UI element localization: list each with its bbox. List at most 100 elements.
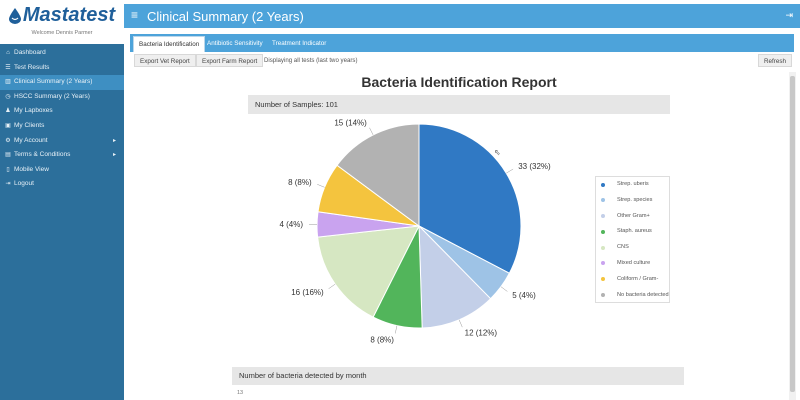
pie-data-label: 16 (16%) (291, 288, 324, 297)
tab-treatment-indicator[interactable]: Treatment Indicator (272, 40, 327, 47)
sidebar-item-label: My Lapboxes (14, 107, 53, 115)
tab-bacteria-identification[interactable]: Bacteria Identification (133, 36, 206, 52)
sidebar-item-dashboard[interactable]: ⌂ Dashboard (0, 46, 124, 61)
report-title: Bacteria Identification Report (361, 74, 557, 90)
legend-label: Strep. species (617, 196, 653, 203)
legend-color-dot (601, 214, 605, 219)
sidebar-item-label: Logout (14, 180, 34, 188)
sidebar-item-my-clients[interactable]: ▣ My Clients (0, 119, 124, 134)
sidebar-item-label: HSCC Summary (2 Years) (14, 92, 90, 100)
pie-data-label: 8 (8%) (370, 335, 394, 344)
mobile-icon: ▯ (6, 166, 10, 173)
legend-color-dot (601, 261, 605, 266)
brand-area: Mastatest Welcome Dennis Parmer (0, 0, 124, 44)
pie-data-label: 33 (32%) (518, 162, 551, 171)
legend-item[interactable]: Coliform / Gram- (596, 272, 669, 288)
chart-icon: ▥ (5, 79, 11, 86)
legend-label: Staph. aureus (617, 228, 652, 235)
droplet-icon (8, 7, 21, 24)
sidebar: Mastatest Welcome Dennis Parmer ⌂ Dashboa… (0, 0, 124, 400)
pie-chart: 33 (32%) 5 (4%) 12 (12%) 8 (8%) 16 (16%) 4 (4… (279, 118, 551, 344)
legend-label: CNS (617, 244, 629, 251)
legend-item[interactable]: Strep. species (596, 193, 669, 209)
legend-color-dot (601, 198, 605, 203)
tab-antibiotic-sensitivity[interactable]: Antibiotic Sensitivity (207, 40, 263, 47)
logout-icon: ⇥ (5, 181, 11, 188)
page-title: Clinical Summary (2 Years) (147, 9, 304, 24)
sidebar-item-my-lapboxes[interactable]: ♟ My Lapboxes (0, 104, 124, 119)
legend-label: Mixed culture (617, 259, 651, 266)
sidebar-item-label: My Clients (14, 121, 45, 129)
pie-label-connector (500, 286, 508, 292)
sidebar-item-label: Clinical Summary (2 Years) (14, 78, 93, 86)
chevron-right-icon: ▸ (112, 152, 116, 159)
samples-count: Number of Samples: 101 (248, 95, 670, 114)
welcome-text: Welcome Dennis Parmer (31, 30, 93, 36)
home-icon: ⌂ (6, 50, 10, 56)
month-chart-axis-tick: 13 (237, 390, 244, 396)
scrollbar-thumb[interactable] (790, 76, 795, 392)
pie-slice[interactable] (317, 225, 420, 318)
pie-label-connector (317, 184, 325, 188)
legend-label: Coliform / Gram- (617, 275, 659, 282)
hamburger-icon[interactable]: ≡ (131, 8, 139, 22)
pie-label-connector (369, 127, 374, 136)
export-vet-report-button[interactable]: Export Vet Report (134, 54, 196, 67)
list-icon: ☰ (5, 64, 11, 71)
legend-item[interactable]: Mixed culture (596, 256, 669, 272)
sidebar-item-terms-conditions[interactable]: ▤ Terms & Conditions ▸ (0, 148, 124, 163)
tab-bar: Bacteria Identification Antibiotic Sensi… (130, 34, 794, 52)
export-farm-report-button[interactable]: Export Farm Report (196, 54, 264, 67)
sidebar-item-hscc-summary-2-years[interactable]: ◷ HSCC Summary (2 Years) (0, 90, 124, 105)
book-icon: ▤ (5, 152, 11, 159)
gear-icon: ⚙ (5, 137, 11, 144)
sidebar-item-test-results[interactable]: ☰ Test Results (0, 61, 124, 76)
display-note: Displaying all tests (last two years) (264, 57, 358, 64)
legend-label: Other Gram+ (617, 212, 650, 219)
sidebar-item-logout[interactable]: ⇥ Logout (0, 177, 124, 192)
pie-label-connector (328, 283, 336, 289)
pie-label-connector (506, 168, 514, 174)
refresh-button[interactable]: Refresh (758, 54, 793, 67)
sidebar-item-label: Mobile View (14, 165, 49, 173)
header-bar: ≡ Clinical Summary (2 Years) ⇥ (124, 4, 800, 28)
pie-slice[interactable] (418, 123, 522, 274)
logo[interactable]: Mastatest (0, 4, 124, 27)
pie-data-label: 4 (4%) (279, 220, 303, 229)
legend-color-dot (601, 245, 605, 250)
pie-data-label: 8 (8%) (288, 178, 312, 187)
sidebar-item-label: Dashboard (14, 49, 46, 56)
sidebar-item-label: My Account (14, 136, 48, 144)
chevron-right-icon: ▸ (112, 137, 116, 144)
sidebar-item-label: Test Results (14, 63, 50, 71)
chart-legend: Strep. uberis Strep. species Other Gram+ St… (595, 176, 670, 303)
legend-color-dot (601, 182, 605, 187)
sidebar-item-my-account[interactable]: ⚙ My Account ▸ (0, 134, 124, 149)
exit-icon[interactable]: ⇥ (785, 10, 793, 20)
legend-color-dot (601, 229, 605, 234)
legend-item[interactable]: No bacteria detected (596, 288, 669, 304)
sidebar-item-clinical-summary-2-years[interactable]: ▥ Clinical Summary (2 Years) (0, 75, 124, 90)
legend-label: No bacteria detected (617, 291, 669, 298)
clock-icon: ◷ (5, 93, 11, 100)
page-scrollbar[interactable] (789, 72, 796, 400)
legend-color-dot (601, 277, 605, 282)
pie-data-label: 15 (14%) (334, 118, 367, 127)
month-chart-title: Number of bacteria detected by month (232, 367, 684, 385)
sidebar-nav: ⌂ Dashboard ☰ Test Results ▥ Clinical Summary… (0, 46, 124, 192)
legend-color-dot (601, 293, 605, 298)
legend-item[interactable]: CNS (596, 240, 669, 256)
pie-label-connector (394, 325, 398, 334)
legend-item[interactable]: Other Gram+ (596, 209, 669, 225)
legend-item[interactable]: Staph. aureus (596, 224, 669, 240)
brand-name: Mastatest (22, 4, 116, 26)
pie-data-label: 12 (12%) (465, 329, 498, 338)
sidebar-item-mobile-view[interactable]: ▯ Mobile View (0, 163, 124, 178)
users-icon: ♟ (5, 108, 11, 115)
person-icon: ▣ (5, 122, 11, 129)
legend-item[interactable]: Strep. uberis (596, 177, 669, 193)
pie-data-label: 5 (4%) (512, 291, 536, 300)
legend-label: Strep. uberis (617, 181, 649, 187)
mouse-cursor-icon: ⇖ (494, 148, 501, 157)
sidebar-item-label: Terms & Conditions (14, 151, 71, 159)
